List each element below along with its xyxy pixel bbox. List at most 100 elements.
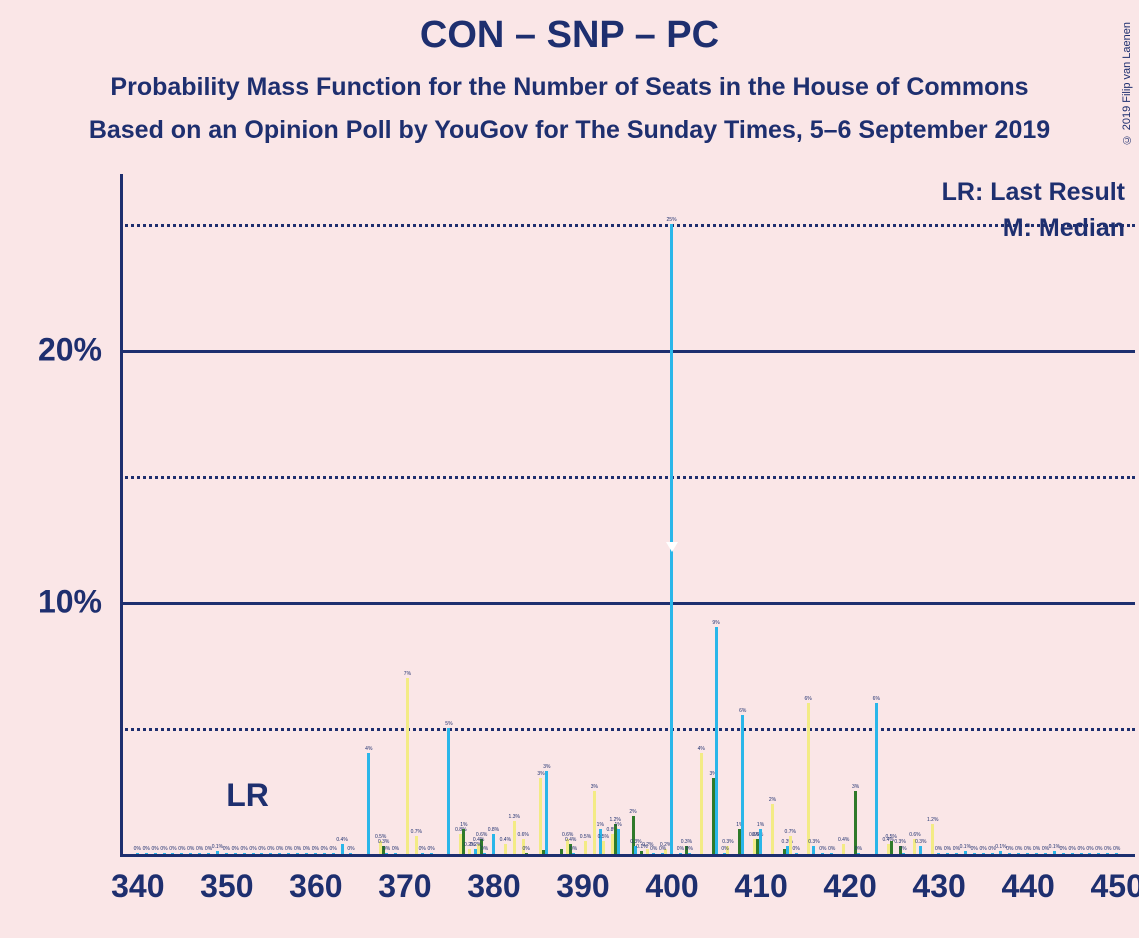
chart-plot-area: LR: Last Result M: Median 10%20%34035036…: [120, 174, 1135, 854]
bar: [341, 844, 344, 854]
bar: [688, 853, 691, 854]
bar: [483, 853, 486, 854]
bar: [1035, 853, 1038, 854]
x-axis-tick-label: 390: [556, 854, 609, 905]
bar-value-label: 0%: [971, 846, 978, 852]
bar: [225, 853, 228, 854]
bar-value-label: 3%: [537, 771, 544, 777]
bar-value-label: 0%: [686, 846, 693, 852]
bar-value-label: 0%: [241, 846, 248, 852]
bar: [890, 841, 893, 854]
bar: [1026, 853, 1029, 854]
bar-value-label: 0%: [267, 846, 274, 852]
bar: [902, 853, 905, 854]
bar-value-label: 0%: [1113, 846, 1120, 852]
bar-value-label: 2%: [769, 797, 776, 803]
bar-value-label: 0%: [294, 846, 301, 852]
bar: [349, 853, 352, 854]
bar-value-label: 6%: [804, 696, 811, 702]
bar-value-label: 0.5%: [580, 834, 591, 840]
bar: [136, 853, 139, 854]
bar-value-label: 0%: [659, 846, 666, 852]
bar: [545, 771, 548, 854]
bar: [154, 853, 157, 854]
bar-value-label: 0%: [1077, 846, 1084, 852]
bar: [593, 791, 596, 854]
bar-value-label: 0%: [935, 846, 942, 852]
bar-value-label: 0.4%: [336, 837, 347, 843]
bar-value-label: 0.6%: [909, 832, 920, 838]
bar-value-label: 0.7%: [411, 829, 422, 835]
bar: [305, 853, 308, 854]
gridline: [120, 602, 1135, 605]
bar-value-label: 0%: [980, 846, 987, 852]
bar-value-label: 0%: [223, 846, 230, 852]
bar: [854, 791, 857, 854]
bar: [584, 841, 587, 854]
bar-value-label: 0%: [721, 846, 728, 852]
bar: [421, 853, 424, 854]
x-axis-tick-label: 370: [378, 854, 431, 905]
gridline-minor: [120, 728, 1135, 731]
bar: [700, 753, 703, 854]
bar: [406, 678, 409, 854]
bar-value-label: 0%: [178, 846, 185, 852]
x-axis-tick-label: 450: [1090, 854, 1139, 905]
bar: [955, 853, 958, 854]
bar: [670, 224, 673, 854]
bar: [789, 836, 792, 854]
bar: [572, 853, 575, 854]
bar: [287, 853, 290, 854]
bar: [1097, 853, 1100, 854]
bar-value-label: 0%: [944, 846, 951, 852]
bar: [260, 853, 263, 854]
bar-value-label: 0%: [134, 846, 141, 852]
x-axis-tick-label: 380: [467, 854, 520, 905]
bar: [180, 853, 183, 854]
bar: [415, 836, 418, 854]
gridline: [120, 854, 1135, 857]
bar: [937, 853, 940, 854]
bar-value-label: 0%: [196, 846, 203, 852]
bar: [931, 824, 934, 854]
bar-value-label: 0.1%: [995, 844, 1006, 850]
bar-value-label: 0%: [819, 846, 826, 852]
bar-value-label: 2%: [629, 809, 636, 815]
bar-value-label: 0%: [232, 846, 239, 852]
bar: [759, 829, 762, 854]
bar-value-label: 0%: [1095, 846, 1102, 852]
x-axis-tick-label: 410: [734, 854, 787, 905]
bar: [821, 853, 824, 854]
bar-value-label: 4%: [698, 746, 705, 752]
legend-m: M: Median: [1003, 214, 1125, 243]
bar: [492, 834, 495, 854]
bar: [982, 853, 985, 854]
y-axis-tick-label: 20%: [38, 332, 120, 369]
bar: [207, 853, 210, 854]
bar: [617, 829, 620, 854]
bar: [842, 844, 845, 854]
bar-value-label: 0%: [303, 846, 310, 852]
bar-value-label: 0%: [249, 846, 256, 852]
x-axis-tick-label: 360: [289, 854, 342, 905]
bar: [715, 627, 718, 854]
x-axis-tick-label: 440: [1001, 854, 1054, 905]
bar-value-label: 0%: [677, 846, 684, 852]
bar-value-label: 0%: [392, 846, 399, 852]
bar-value-label: 0%: [160, 846, 167, 852]
chart-subtitle-1: Probability Mass Function for the Number…: [0, 73, 1139, 102]
bar-value-label: 9%: [712, 620, 719, 626]
bar-value-label: 0%: [793, 846, 800, 852]
bar-value-label: 3%: [543, 764, 550, 770]
bar-value-label: 0.1%: [960, 844, 971, 850]
bar: [946, 853, 949, 854]
bar: [1044, 853, 1047, 854]
bar-value-label: 0.3%: [378, 839, 389, 845]
bar-value-label: 1%: [460, 822, 467, 828]
bar: [919, 846, 922, 854]
bar-value-label: 0.4%: [838, 837, 849, 843]
bar: [771, 804, 774, 854]
x-axis-tick-label: 340: [111, 854, 164, 905]
bar-value-label: 0%: [427, 846, 434, 852]
bar-value-label: 0.4%: [565, 837, 576, 843]
